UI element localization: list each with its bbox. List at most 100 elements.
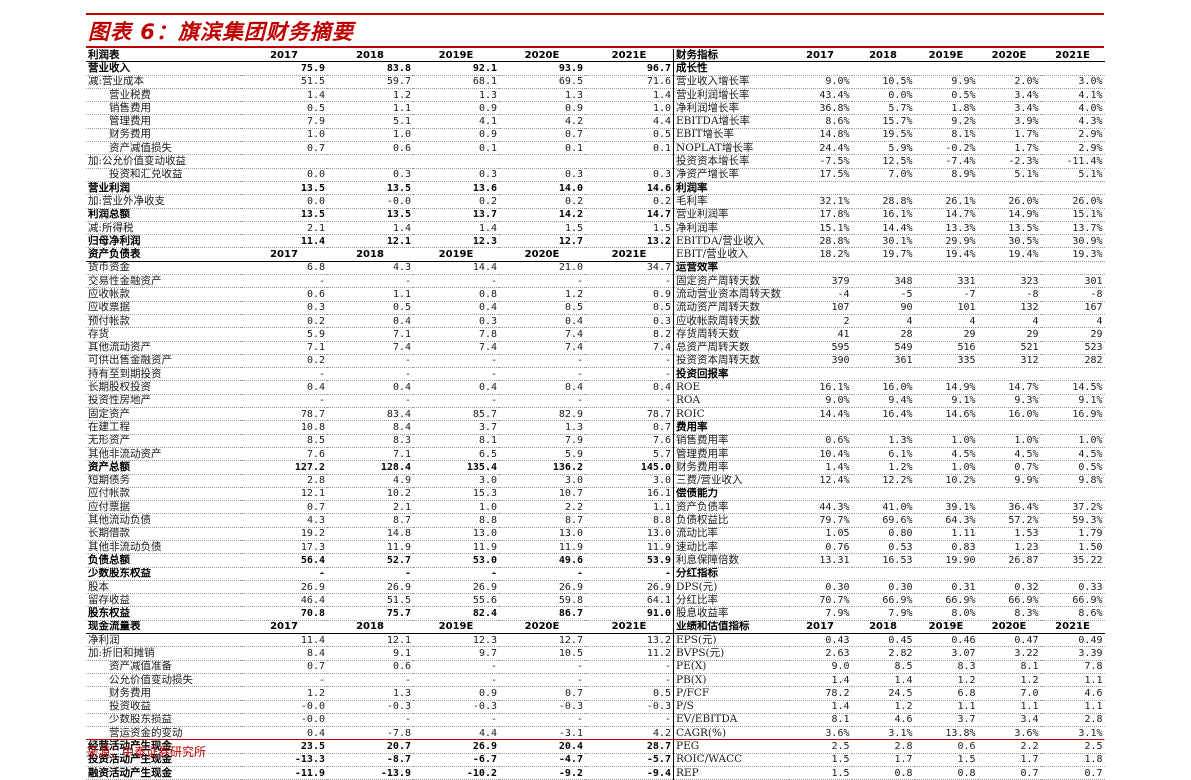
cell-value: 0.7 — [1084, 767, 1103, 779]
row-label: 长期借款 — [88, 527, 130, 540]
table-row: 资产负债率 44.3% 41.0% 39.1% 36.4% 37.2% — [673, 501, 1105, 514]
cell-value: 18.2% — [819, 249, 850, 261]
cell-value: 8.0% — [951, 608, 976, 620]
cell-value — [915, 62, 978, 75]
cell-value: 3.7 — [957, 714, 976, 726]
row-label: 资产总额 — [88, 460, 130, 473]
cell-value: 26.87 — [1008, 554, 1039, 566]
cell-value — [852, 62, 915, 75]
cell-value: 6.8 — [306, 262, 325, 274]
cell-value: 0.7 — [306, 501, 325, 513]
cell-value: 64.3% — [945, 515, 976, 527]
cell-value: 0.9 — [478, 687, 497, 699]
cell-value: 70.8 — [300, 608, 325, 620]
cell-value: 1.53 — [1014, 528, 1039, 540]
cell-value: 9.0% — [825, 76, 850, 88]
cell-value: 82.4 — [472, 608, 497, 620]
cell-value — [852, 368, 915, 381]
table-row: 少数股东损益 -0.0 - - - - — [86, 713, 673, 727]
row-label: 其他流动资产 — [88, 341, 151, 354]
cell-value: 14.4% — [819, 408, 850, 420]
row-label: 投资回报率 — [676, 367, 729, 380]
cell-value: 0.3 — [478, 169, 497, 181]
table-row: 存货 5.9 7.1 7.8 7.4 8.2 — [86, 328, 673, 342]
cell-value: 9.0% — [825, 395, 850, 407]
cell-value: 0.4 — [564, 382, 583, 394]
cell-value: 78.2 — [825, 687, 850, 699]
cell-value: 7.0 — [1020, 687, 1039, 699]
cell-value: 9.9% — [951, 76, 976, 88]
cell-value: 0.9 — [478, 102, 497, 114]
cell-value: 8.3 — [392, 435, 411, 447]
cell-value: 7.4 — [392, 342, 411, 354]
table-row: P/S 1.4 1.2 1.1 1.1 1.1 — [673, 700, 1105, 714]
cell-value: 2.8 — [894, 741, 913, 753]
cell-value: 9.1% — [951, 395, 976, 407]
cell-value: 4.2 — [564, 116, 583, 128]
cell-value: 7.9 — [306, 116, 325, 128]
cell-value: 0.3 — [478, 315, 497, 327]
table-header-row: 利润表 2017 2018 2019E 2020E 2021E — [86, 49, 673, 62]
cell-value: - — [664, 568, 671, 580]
cell-value: 8.4 — [306, 648, 325, 659]
cell-value: 36.4% — [1008, 501, 1039, 513]
cell-value: 5.7% — [888, 102, 913, 114]
table-row: 存货周转天数 41 28 29 29 29 — [673, 328, 1105, 342]
row-label: 分红比率 — [676, 593, 718, 606]
cell-value: 19.90 — [945, 554, 976, 566]
cell-value: 0.47 — [1014, 634, 1039, 646]
row-label: 归母净利润 — [88, 234, 141, 247]
row-label: 现金流量表 — [88, 620, 141, 633]
cell-value: 9.2% — [951, 116, 976, 128]
cell-value: 549 — [894, 342, 913, 354]
table-row: 持有至到期投资 - - - - - — [86, 368, 673, 381]
cell-value: - — [404, 368, 411, 380]
cell-value: 78.7 — [646, 408, 671, 420]
row-label: CAGR(%) — [676, 726, 727, 739]
cell-value: 13.5% — [1008, 222, 1039, 234]
row-label: 销售费用率 — [676, 434, 729, 447]
cell-value: 78.7 — [300, 408, 325, 420]
cell-value — [978, 62, 1041, 75]
row-label: PB(X) — [676, 673, 707, 686]
cell-value: 0.7 — [1020, 767, 1039, 779]
table-row: 营运资金的变动 0.4 -7.8 4.4 -3.1 4.2 — [86, 727, 673, 740]
row-label: 销售费用 — [88, 101, 151, 114]
row-label: 加:公允价值变动收益 — [88, 155, 187, 168]
row-label: 净利润 — [88, 633, 120, 646]
cell-value: 83.4 — [386, 408, 411, 420]
table-row: 利润总额 13.5 13.5 13.7 14.2 14.7 — [86, 208, 673, 222]
cell-value: 1.1 — [1020, 701, 1039, 713]
cell-value: 9.3% — [1014, 395, 1039, 407]
cell-value: 64.1 — [646, 594, 671, 606]
table-row: 其他非流动资产 7.6 7.1 6.5 5.9 5.7 — [86, 447, 673, 461]
cell-value: 51.5 — [300, 76, 325, 88]
cell-value: 1.1 — [652, 501, 671, 513]
table-row: 财务费用率 1.4% 1.2% 1.0% 0.7% 0.5% — [673, 461, 1105, 474]
cell-value: 2.8 — [306, 475, 325, 487]
cell-value: - — [664, 275, 671, 287]
cell-value: 43.4% — [819, 89, 850, 101]
cell-value: 1.0 — [392, 129, 411, 141]
cell-value: 1.1 — [392, 288, 411, 300]
cell-value: 9.9% — [1014, 475, 1039, 487]
cell-value: -8.7 — [386, 754, 411, 766]
table-row: CAGR(%) 3.6% 3.1% 13.8% 3.6% 3.1% — [673, 726, 1105, 740]
cell-value: 4.3 — [306, 515, 325, 527]
cell-value: - — [576, 395, 583, 407]
row-label: 股东权益 — [88, 607, 130, 620]
cell-value: 4.2 — [652, 727, 671, 739]
cell-value: 5.7 — [652, 448, 671, 460]
cell-value: 4.3% — [1078, 116, 1103, 128]
cell-value: 4.4 — [478, 727, 497, 739]
cell-value: -11.4% — [1066, 156, 1103, 168]
cell-value: 51.5 — [386, 594, 411, 606]
cell-value: 26.9 — [646, 581, 671, 593]
cell-value: 1.0% — [1014, 435, 1039, 447]
cell-value: 12.1 — [300, 488, 325, 500]
row-label: 货币资金 — [88, 261, 130, 274]
cell-value: 12.5% — [882, 156, 913, 168]
table-row: 投资回报率 — [673, 367, 1105, 381]
table-row: 交易性金融资产 - - - - - — [86, 275, 673, 288]
table-row: 加:营业外净收支 0.0 -0.0 0.2 0.2 0.2 — [86, 195, 673, 209]
